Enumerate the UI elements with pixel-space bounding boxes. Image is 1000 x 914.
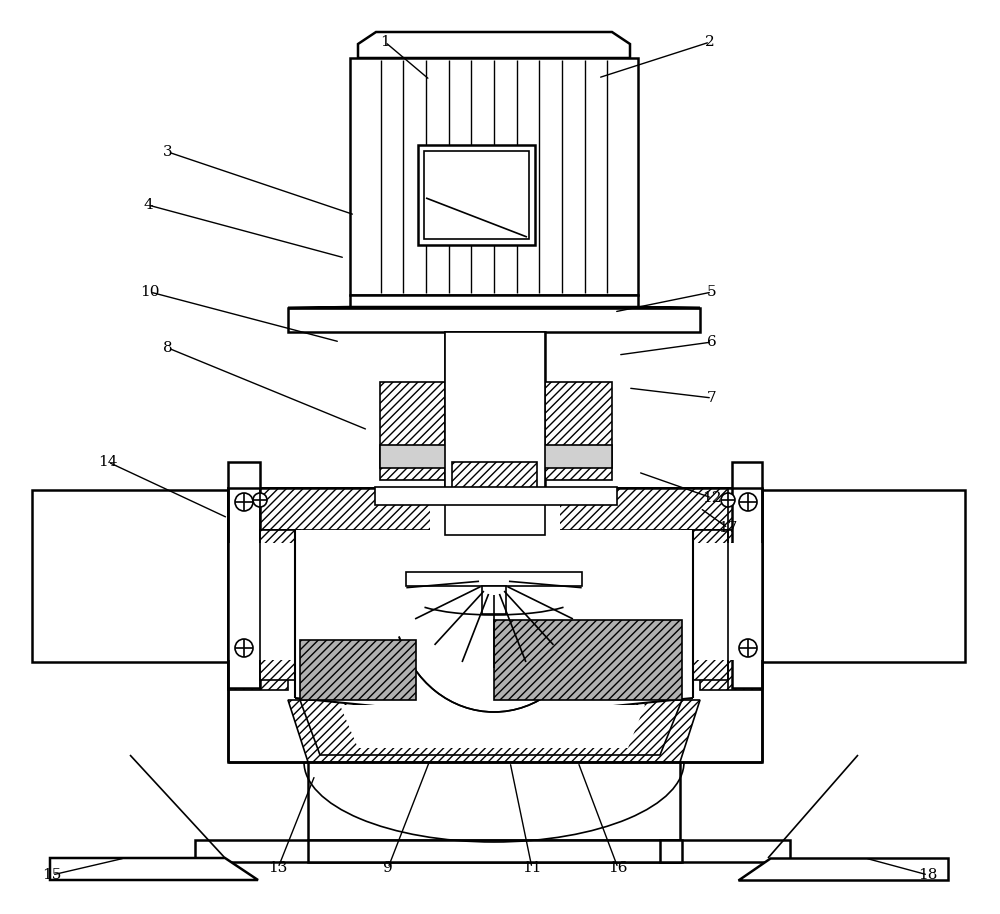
Bar — [445, 332, 545, 505]
Polygon shape — [300, 700, 682, 755]
Bar — [732, 462, 762, 688]
Bar — [406, 572, 582, 586]
Text: 1: 1 — [380, 35, 390, 49]
Text: 7: 7 — [707, 391, 717, 405]
Text: 6: 6 — [707, 335, 717, 349]
Polygon shape — [300, 640, 416, 700]
Text: 16: 16 — [608, 861, 628, 875]
Polygon shape — [693, 543, 762, 660]
Bar — [452, 462, 537, 490]
Text: 9: 9 — [383, 861, 393, 875]
Polygon shape — [288, 700, 700, 762]
Bar — [380, 445, 612, 468]
Circle shape — [739, 639, 757, 657]
Polygon shape — [738, 858, 948, 880]
Circle shape — [235, 493, 253, 511]
Bar — [424, 151, 529, 239]
Text: 18: 18 — [918, 868, 938, 882]
Polygon shape — [358, 32, 630, 58]
Text: 8: 8 — [163, 341, 173, 355]
Bar — [350, 58, 638, 295]
Text: 3: 3 — [163, 145, 173, 159]
Bar — [660, 840, 682, 862]
Bar — [482, 586, 506, 614]
Polygon shape — [228, 543, 295, 660]
Bar — [418, 145, 535, 245]
Polygon shape — [228, 530, 288, 690]
Bar — [430, 488, 560, 530]
Polygon shape — [494, 620, 682, 700]
Bar — [350, 295, 638, 307]
Bar — [445, 332, 545, 535]
Circle shape — [721, 493, 735, 507]
Text: 13: 13 — [268, 861, 288, 875]
Text: 10: 10 — [140, 285, 160, 299]
Polygon shape — [288, 307, 700, 308]
Polygon shape — [700, 530, 762, 690]
Text: 15: 15 — [42, 868, 62, 882]
Bar — [195, 840, 790, 862]
Text: 12: 12 — [702, 491, 722, 505]
Polygon shape — [50, 858, 258, 880]
Text: 2: 2 — [705, 35, 715, 49]
Bar — [288, 308, 700, 332]
Circle shape — [739, 493, 757, 511]
Circle shape — [235, 639, 253, 657]
Text: 5: 5 — [707, 285, 717, 299]
Polygon shape — [545, 382, 612, 480]
Text: 4: 4 — [143, 198, 153, 212]
Text: 14: 14 — [98, 455, 118, 469]
Bar — [32, 490, 228, 662]
Polygon shape — [260, 530, 300, 680]
Bar — [228, 488, 762, 530]
Bar — [762, 490, 965, 662]
Bar — [308, 840, 680, 862]
Polygon shape — [682, 530, 728, 680]
Bar — [228, 488, 762, 762]
Text: 11: 11 — [522, 861, 542, 875]
Text: 17: 17 — [718, 521, 738, 535]
Polygon shape — [380, 382, 445, 480]
Circle shape — [253, 493, 267, 507]
Bar — [375, 487, 617, 505]
Bar — [228, 462, 260, 688]
Polygon shape — [340, 705, 645, 748]
Polygon shape — [295, 530, 693, 718]
